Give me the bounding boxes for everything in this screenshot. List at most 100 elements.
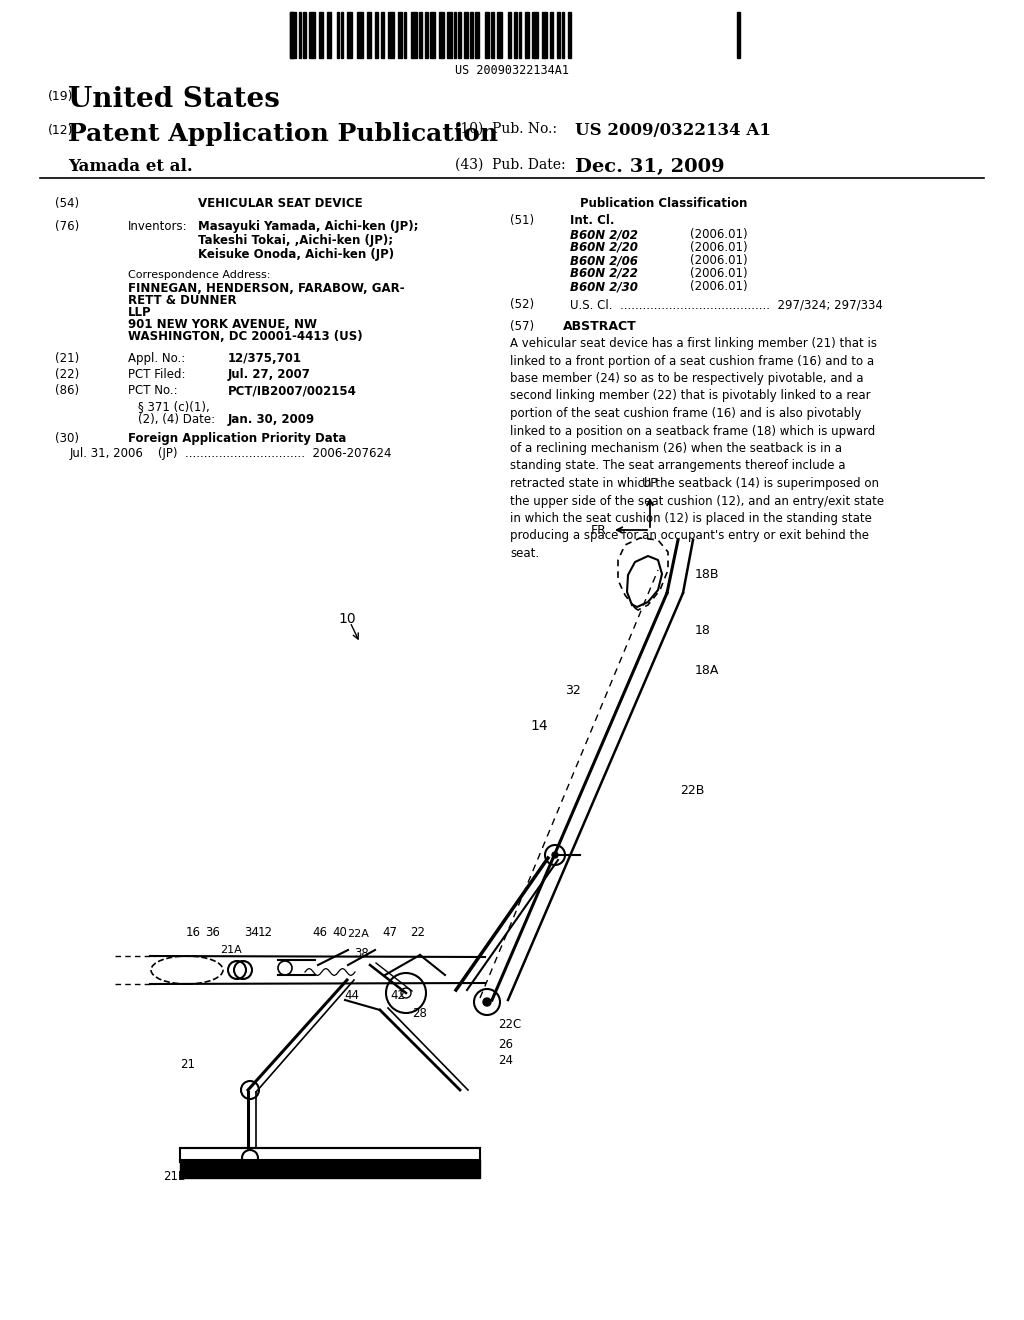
Bar <box>490 12 494 58</box>
Text: Appl. No.:: Appl. No.: <box>128 352 185 366</box>
Text: 46: 46 <box>312 927 328 939</box>
Text: US 2009/0322134 A1: US 2009/0322134 A1 <box>575 121 771 139</box>
Text: 10: 10 <box>338 612 355 626</box>
Text: B60N 2/02: B60N 2/02 <box>570 228 638 242</box>
Text: 28: 28 <box>413 1007 427 1020</box>
Text: U.S. Cl.  ........................................  297/324; 297/334: U.S. Cl. ...............................… <box>570 298 883 312</box>
Bar <box>550 12 553 58</box>
Text: LLP: LLP <box>128 306 152 319</box>
Bar <box>299 12 301 58</box>
Bar <box>519 12 521 58</box>
Bar <box>411 12 417 58</box>
Bar <box>508 12 511 58</box>
Text: 901 NEW YORK AVENUE, NW: 901 NEW YORK AVENUE, NW <box>128 318 317 331</box>
Bar <box>532 12 538 58</box>
Text: Foreign Application Priority Data: Foreign Application Priority Data <box>128 432 346 445</box>
Text: (22): (22) <box>55 368 79 381</box>
Bar <box>309 12 315 58</box>
Text: 22: 22 <box>411 927 426 939</box>
Text: Takeshi Tokai, ,Aichi-ken (JP);: Takeshi Tokai, ,Aichi-ken (JP); <box>198 234 393 247</box>
Text: Publication Classification: Publication Classification <box>580 197 748 210</box>
Text: Jan. 30, 2009: Jan. 30, 2009 <box>228 413 315 426</box>
Bar <box>425 12 428 58</box>
Text: 26: 26 <box>498 1039 513 1052</box>
Text: § 371 (c)(1),: § 371 (c)(1), <box>138 400 210 413</box>
Circle shape <box>483 998 490 1006</box>
Bar <box>290 12 293 58</box>
Text: 44: 44 <box>344 989 359 1002</box>
Text: UP: UP <box>642 477 658 490</box>
Text: 18: 18 <box>695 623 711 636</box>
Text: Yamada et al.: Yamada et al. <box>68 158 193 176</box>
Bar <box>367 12 371 58</box>
Bar <box>337 12 339 58</box>
Bar <box>497 12 502 58</box>
Text: 36: 36 <box>206 927 220 939</box>
Text: Correspondence Address:: Correspondence Address: <box>128 271 270 280</box>
Text: PCT/IB2007/002154: PCT/IB2007/002154 <box>228 384 357 397</box>
Bar <box>458 12 461 58</box>
Text: WASHINGTON, DC 20001-4413 (US): WASHINGTON, DC 20001-4413 (US) <box>128 330 362 343</box>
Bar <box>347 12 352 58</box>
Text: FINNEGAN, HENDERSON, FARABOW, GAR-: FINNEGAN, HENDERSON, FARABOW, GAR- <box>128 282 404 294</box>
Bar <box>470 12 473 58</box>
Text: (21): (21) <box>55 352 79 366</box>
Text: 21: 21 <box>180 1059 195 1072</box>
Text: Inventors:: Inventors: <box>128 220 187 234</box>
Text: B60N 2/30: B60N 2/30 <box>570 280 638 293</box>
Text: Dec. 31, 2009: Dec. 31, 2009 <box>575 158 725 176</box>
Text: 18A: 18A <box>695 664 720 676</box>
Text: 38: 38 <box>354 946 370 960</box>
Text: (76): (76) <box>55 220 79 234</box>
Bar <box>341 12 343 58</box>
Circle shape <box>552 851 558 858</box>
Text: A vehicular seat device has a first linking member (21) that is
linked to a fron: A vehicular seat device has a first link… <box>510 337 884 560</box>
Text: 22C: 22C <box>498 1019 521 1031</box>
Text: (2006.01): (2006.01) <box>690 228 748 242</box>
Text: 21B: 21B <box>163 1170 186 1183</box>
Bar <box>327 12 331 58</box>
Text: VEHICULAR SEAT DEVICE: VEHICULAR SEAT DEVICE <box>198 197 362 210</box>
Text: 47: 47 <box>383 927 397 939</box>
Text: 14: 14 <box>530 719 548 733</box>
Text: FR: FR <box>591 524 607 536</box>
Bar <box>454 12 456 58</box>
Bar <box>464 12 468 58</box>
Text: 42: 42 <box>390 989 406 1002</box>
Text: 16: 16 <box>185 927 201 939</box>
Text: 22A: 22A <box>347 929 369 939</box>
Text: 40: 40 <box>333 927 347 939</box>
Text: B60N 2/06: B60N 2/06 <box>570 253 638 267</box>
Text: (2006.01): (2006.01) <box>690 242 748 253</box>
Text: Jul. 31, 2006    (JP)  ................................  2006-207624: Jul. 31, 2006 (JP) .....................… <box>70 447 392 459</box>
Text: US 20090322134A1: US 20090322134A1 <box>455 63 569 77</box>
Text: 24: 24 <box>498 1053 513 1067</box>
Text: (30): (30) <box>55 432 79 445</box>
Text: 12/375,701: 12/375,701 <box>228 352 302 366</box>
Bar <box>430 12 435 58</box>
Text: (86): (86) <box>55 384 79 397</box>
Bar <box>303 12 306 58</box>
Bar <box>388 12 394 58</box>
Bar <box>398 12 402 58</box>
Text: 12: 12 <box>257 927 272 939</box>
Bar <box>447 12 452 58</box>
Bar <box>319 12 323 58</box>
Bar <box>180 1148 480 1162</box>
Bar <box>404 12 406 58</box>
Bar <box>525 12 529 58</box>
Bar <box>737 12 740 58</box>
Bar <box>375 12 378 58</box>
Text: (19): (19) <box>48 90 74 103</box>
Text: Keisuke Onoda, Aichi-ken (JP): Keisuke Onoda, Aichi-ken (JP) <box>198 248 394 261</box>
Text: (52): (52) <box>510 298 535 312</box>
Bar <box>562 12 564 58</box>
Bar <box>290 12 296 58</box>
Text: (2006.01): (2006.01) <box>690 280 748 293</box>
Bar <box>357 12 362 58</box>
Bar <box>568 12 571 58</box>
Text: B60N 2/20: B60N 2/20 <box>570 242 638 253</box>
Text: (54): (54) <box>55 197 79 210</box>
Text: 18B: 18B <box>695 569 720 582</box>
Text: 34: 34 <box>245 927 259 939</box>
